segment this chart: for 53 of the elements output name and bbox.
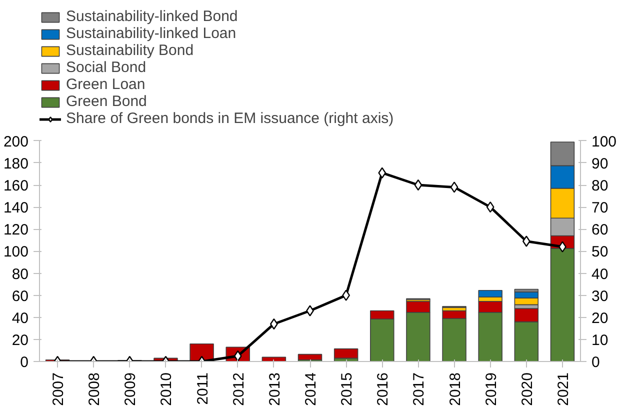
legend-label: Social Bond — [66, 59, 146, 76]
x-tick-label: 2021 — [554, 372, 572, 406]
y-tick-label: 20 — [12, 332, 29, 349]
x-tick-label: 2015 — [338, 372, 356, 406]
bar — [262, 356, 286, 362]
x-tick-label: 2013 — [266, 372, 284, 406]
point — [486, 201, 494, 213]
x-tick-label: 2007 — [50, 372, 68, 406]
x-tick-label: 2018 — [446, 372, 464, 406]
legend-label: Sustainability-linked Loan — [66, 25, 236, 42]
legend-label: Sustainability Bond — [66, 42, 194, 59]
y-tick-label: 60 — [12, 288, 29, 305]
y2-tick-label: 70 — [592, 200, 608, 217]
y-tick-label: 120 — [3, 222, 29, 239]
y2-tick-label: 90 — [592, 155, 608, 172]
y-tick-label: 100 — [3, 244, 29, 261]
y-tick-label: 200 — [3, 133, 29, 150]
legend-label: Share of Green bonds in EM issuance (right axis) — [66, 110, 394, 127]
y-tick-label: 40 — [12, 310, 29, 327]
point — [450, 182, 458, 193]
legend-label: Sustainability-linked Bond — [66, 8, 238, 25]
y2-tick-label: 80 — [592, 178, 608, 194]
legend-label: Green Loan — [66, 76, 146, 93]
y2-tick-label: 30 — [592, 288, 608, 305]
point — [414, 179, 422, 191]
x-tick-label: 2014 — [302, 372, 320, 406]
y-tick-label: 160 — [3, 178, 29, 194]
legend-label: Green Bond — [66, 93, 147, 110]
x-tick-label: 2009 — [122, 372, 140, 406]
y2-tick-label: 60 — [592, 222, 608, 239]
x-tick-label: 2008 — [86, 372, 104, 406]
x-tick-label: 2012 — [230, 372, 248, 406]
y2-tick-label: 50 — [592, 244, 608, 261]
y-tick-label: 0 — [20, 354, 28, 371]
y2-tick-label: 0 — [592, 354, 600, 371]
point — [378, 167, 386, 178]
y2-tick-label: 10 — [592, 332, 608, 349]
y2-tick-label: 20 — [592, 310, 608, 327]
x-tick-label: 2017 — [410, 372, 428, 406]
x-tick-label: 2020 — [518, 372, 536, 406]
y-tick-label: 140 — [3, 200, 29, 217]
x-tick-label: 2010 — [158, 372, 176, 406]
y-tick-label: 80 — [12, 266, 29, 283]
y2-tick-label: 40 — [592, 266, 608, 283]
bar — [190, 343, 214, 362]
y2-tick-label: 100 — [592, 133, 617, 150]
x-tick-label: 2019 — [482, 372, 500, 406]
x-tick-label: 2016 — [374, 372, 392, 406]
x-tick-label: 2011 — [194, 372, 212, 405]
bar — [334, 348, 358, 359]
y-tick-label: 180 — [3, 155, 29, 172]
point — [522, 236, 530, 247]
bar — [298, 354, 322, 360]
